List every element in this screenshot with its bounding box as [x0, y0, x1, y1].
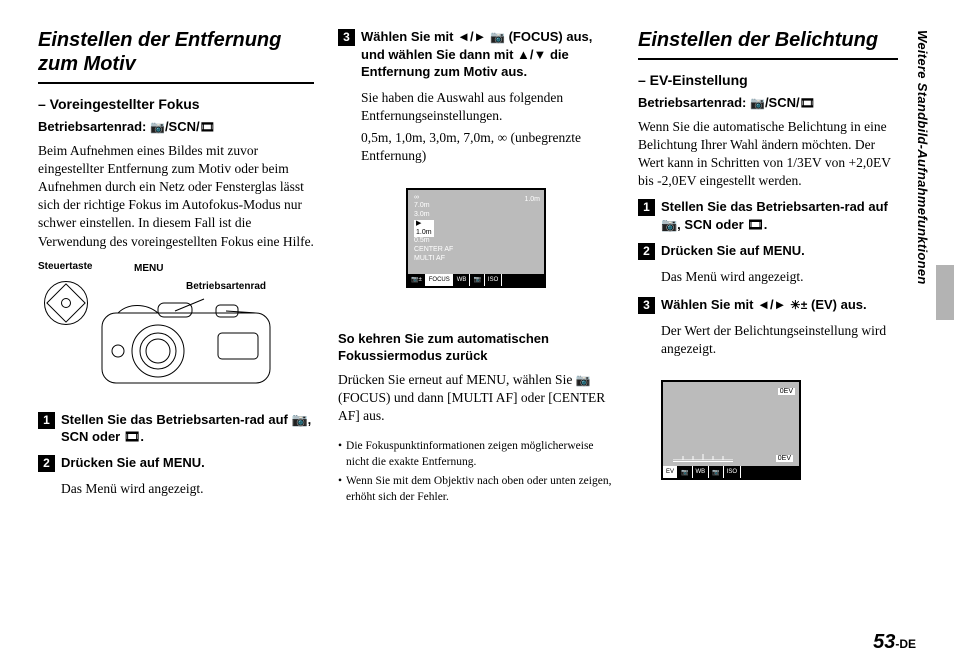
notes-list: Die Fokuspunktinformationen zeigen mögli…: [338, 439, 614, 509]
step-number-icon: 1: [638, 199, 655, 216]
step-number-icon: 2: [638, 243, 655, 260]
section-title: Einstellen der Entfernung zum Motiv: [38, 28, 314, 84]
step-body: 0,5m, 1,0m, 3,0m, 7,0m, ∞ (unbegrenzte E…: [361, 129, 614, 165]
step-body: Das Menü wird angezeigt.: [61, 480, 314, 498]
column-2: 3 Wählen Sie mit ◄/► 📷 (FOCUS) aus, und …: [338, 28, 614, 662]
step-text: Drücken Sie auf MENU.: [61, 454, 314, 472]
column-1: Einstellen der Entfernung zum Motiv – Vo…: [38, 28, 314, 662]
dialrow-modes: /SCN/: [165, 119, 200, 134]
ev-icon: ☀±: [790, 298, 807, 312]
body-text: Wenn Sie die automatische Belichtung in …: [638, 118, 898, 191]
step-body: Das Menü wird angezeigt.: [661, 268, 898, 286]
camera-icon: 📷: [750, 96, 765, 110]
dialrow: Betriebsartenrad: 📷/SCN/🎞: [638, 94, 898, 112]
step-1: 1 Stellen Sie das Betriebsarten-rad auf …: [38, 411, 314, 446]
step-text: Drücken Sie auf MENU.: [661, 242, 898, 260]
step-number-icon: 3: [338, 29, 355, 46]
focus-list: ∞ 7.0m 3.0m ▶ 1.0m 0.5m CENTER AF MULTI …: [414, 194, 453, 264]
ev-scale-icon: [673, 458, 733, 462]
step-text: Wählen Sie mit ◄/► 📷 (FOCUS) aus, und wä…: [361, 28, 614, 81]
film-icon: 🎞: [800, 96, 815, 110]
note-item: Die Fokuspunktinformationen zeigen mögli…: [338, 439, 614, 470]
body-text: Drücken Sie erneut auf MENU, wählen Sie …: [338, 371, 614, 426]
focus-icon: 📷: [490, 30, 505, 44]
focus-value: 1.0m: [524, 196, 540, 203]
camera-icon: 📷: [150, 120, 165, 134]
note-item: Wenn Sie mit dem Objektiv nach oben oder…: [338, 474, 614, 505]
sub-h3: So kehren Sie zum automatischen Fokussie…: [338, 330, 614, 365]
focus-screen: ∞ 7.0m 3.0m ▶ 1.0m 0.5m CENTER AF MULTI …: [406, 188, 546, 288]
step-body: Sie haben die Auswahl aus folgenden Entf…: [361, 89, 614, 125]
ev-screen: 0EV 0EV EV 📷 WB 📷 ISO: [661, 380, 801, 480]
subtitle: – EV-Einstellung: [638, 72, 898, 88]
focus-icon: 📷: [576, 373, 591, 387]
subtitle: – Voreingestellter Fokus: [38, 96, 314, 112]
screen-menu: 📷± FOCUS WB 📷 ISO: [408, 274, 544, 286]
step-number-icon: 1: [38, 412, 55, 429]
sidebar-title: Weitere Standbild-Aufnahmefunktionen: [915, 30, 930, 285]
step-2: 2 Drücken Sie auf MENU.: [38, 454, 314, 472]
film-icon: 🎞: [200, 120, 215, 134]
ev-value: 0EV: [776, 455, 793, 462]
step-3: 3 Wählen Sie mit ◄/► ☀± (EV) aus.: [638, 296, 898, 314]
camera-illustration: Steuertaste MENU Betriebsartenrad: [38, 267, 298, 393]
step-number-icon: 2: [38, 455, 55, 472]
step-2: 2 Drücken Sie auf MENU.: [638, 242, 898, 260]
dialrow-prefix: Betriebsartenrad:: [38, 119, 150, 134]
page-number: 53-DE: [873, 631, 916, 654]
step-number-icon: 3: [638, 297, 655, 314]
step-body: Der Wert der Belichtungseinstellung wird…: [661, 322, 898, 358]
dpad-icon: [44, 281, 88, 325]
dialrow: Betriebsartenrad: 📷/SCN/🎞: [38, 118, 314, 136]
step-text: Stellen Sie das Betriebsarten-rad auf 📷,…: [661, 198, 898, 233]
dialrow-modes: /SCN/: [765, 95, 800, 110]
screen-menu: EV 📷 WB 📷 ISO: [663, 466, 799, 478]
camera-body-icon: [98, 293, 278, 393]
section-title: Einstellen der Belichtung: [638, 28, 898, 60]
step-text: Stellen Sie das Betriebsarten-rad auf 📷,…: [61, 411, 314, 446]
ev-value-top: 0EV: [778, 388, 795, 395]
step-3: 3 Wählen Sie mit ◄/► 📷 (FOCUS) aus, und …: [338, 28, 614, 81]
thumb-tab: [936, 265, 954, 320]
step-text: Wählen Sie mit ◄/► ☀± (EV) aus.: [661, 296, 898, 314]
column-3: Einstellen der Belichtung – EV-Einstellu…: [638, 28, 898, 662]
dialrow-prefix: Betriebsartenrad:: [638, 95, 750, 110]
step-1: 1 Stellen Sie das Betriebsarten-rad auf …: [638, 198, 898, 233]
body-text: Beim Aufnehmen eines Bildes mit zuvor ei…: [38, 142, 314, 251]
